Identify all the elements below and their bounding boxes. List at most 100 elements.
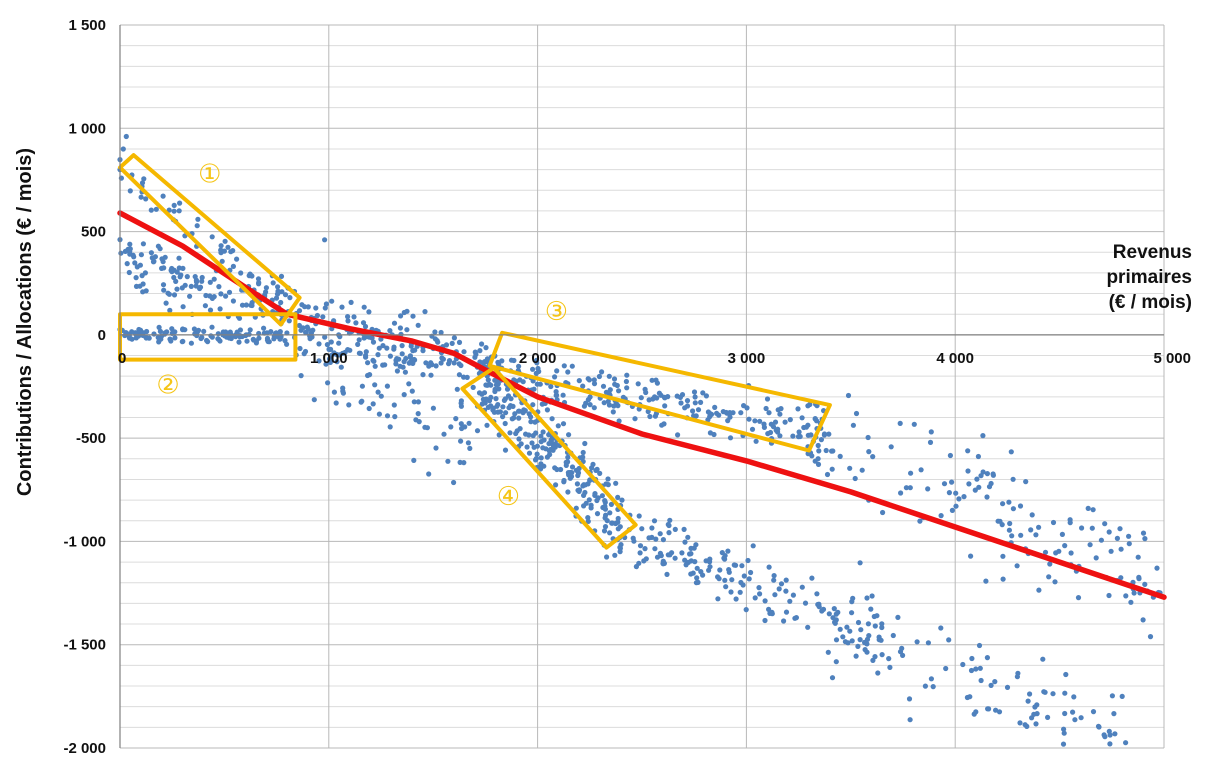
data-point [264,337,271,343]
data-point [188,340,194,346]
data-point [967,694,973,700]
data-point [156,339,162,345]
data-point [1056,548,1062,554]
data-point [177,200,183,206]
data-point [234,329,240,335]
data-point [348,299,354,305]
data-point [222,238,228,244]
zone-3-label: ③ [545,296,568,326]
data-point [849,599,855,605]
data-point [177,274,183,280]
data-point [1087,542,1093,548]
data-point [647,413,653,420]
minor-gridlines [120,45,1164,728]
data-point [832,619,838,625]
data-point [203,292,209,299]
data-point [725,418,731,424]
data-point [833,659,839,665]
data-point [422,309,428,315]
data-point [887,664,893,671]
data-point [162,330,168,336]
data-point [657,531,663,537]
data-point [833,611,839,617]
x-axis-title: Revenus primaires (€ / mois) [1106,242,1192,313]
data-point [399,343,405,349]
data-point [530,402,536,408]
data-point [612,552,618,558]
data-point [322,237,328,243]
data-point [700,572,706,578]
data-point [859,467,865,473]
data-point [617,544,623,551]
data-point [682,539,688,545]
data-point [672,526,678,533]
data-point [496,386,502,392]
data-point [585,518,591,525]
data-point [573,505,579,511]
data-point [1111,711,1117,717]
data-point [587,394,593,400]
data-point [855,619,862,626]
data-point [1071,694,1077,700]
data-point [908,470,914,476]
data-point [187,293,193,299]
data-point [199,278,205,284]
data-point [218,291,224,297]
data-point [237,334,243,340]
data-point [738,410,744,416]
data-point [197,284,204,290]
data-point [1040,656,1046,662]
data-point [583,500,589,506]
data-point [506,405,512,411]
data-point [394,368,400,374]
data-point [526,432,532,438]
data-point [611,403,617,409]
data-point [278,273,285,279]
data-point [825,649,831,655]
data-point [961,494,967,500]
data-point [1108,548,1114,554]
data-point [594,510,601,517]
data-point [928,676,935,682]
data-point [691,389,698,395]
data-point [707,564,713,570]
data-point [160,282,167,288]
data-point [630,535,636,541]
data-point [771,577,777,583]
data-point [184,274,190,280]
data-point [217,306,223,312]
data-point [821,431,828,437]
data-point [874,613,880,619]
data-point [612,381,618,387]
data-point [247,327,253,333]
data-point [1023,479,1029,485]
data-point [430,405,436,411]
data-point [1107,741,1113,747]
data-point [815,456,821,462]
data-point [858,627,864,633]
data-point [1089,525,1095,531]
data-point [607,530,613,536]
data-point [392,414,398,420]
data-point [270,280,276,286]
data-point [1123,740,1129,746]
data-point [508,396,514,402]
data-point [329,298,335,304]
data-point [845,640,851,646]
data-point [533,455,540,462]
data-point [651,518,658,524]
data-point [1140,530,1147,536]
data-point [850,422,857,428]
data-point [129,336,135,342]
data-point [611,376,618,382]
data-point [479,391,485,397]
data-point [526,450,533,456]
data-point [310,327,316,333]
data-point [681,526,687,533]
data-point [446,361,452,367]
data-point [984,655,991,661]
data-point [762,617,768,624]
data-point [688,571,694,577]
data-point [783,588,789,594]
